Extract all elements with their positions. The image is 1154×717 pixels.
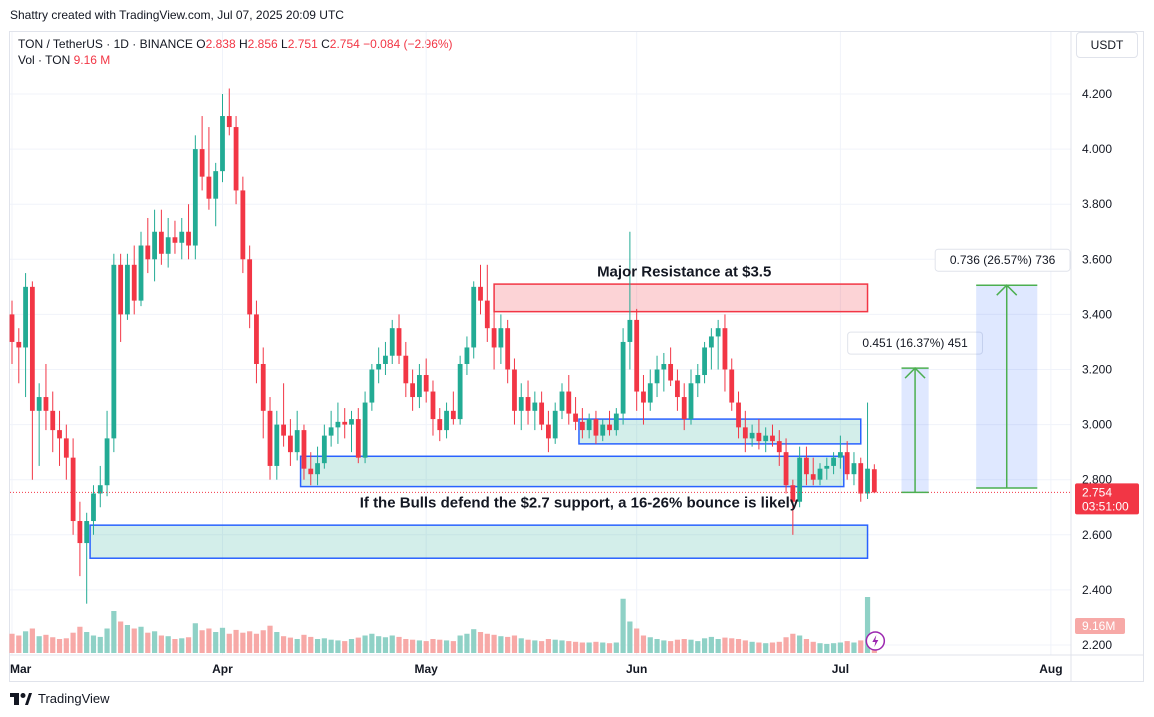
symbol-title[interactable]: TON / TetherUS · 1D · BINANCE [18, 37, 193, 51]
close-label: C [321, 37, 330, 51]
symbol-legend: TON / TetherUS · 1D · BINANCE O2.838 H2.… [18, 36, 453, 68]
high-value: 2.856 [247, 37, 278, 51]
currency-button[interactable]: USDT [1076, 32, 1138, 58]
volume-label[interactable]: Vol · TON [18, 53, 71, 67]
chart-caption: Shattry created with TradingView.com, Ju… [10, 8, 344, 22]
open-value: 2.838 [205, 37, 236, 51]
chart-panel [9, 31, 1144, 682]
tradingview-footer[interactable]: TradingView [10, 691, 110, 706]
close-value: 2.754 [329, 37, 360, 51]
low-label: L [281, 37, 288, 51]
high-label: H [239, 37, 248, 51]
volume-row: Vol · TON 9.16 M [18, 52, 453, 68]
open-label: O [196, 37, 206, 51]
tradingview-brand: TradingView [38, 691, 110, 706]
tradingview-logo-icon [10, 692, 32, 705]
volume-value: 9.16 M [73, 53, 111, 67]
ohlc-row: TON / TetherUS · 1D · BINANCE O2.838 H2.… [18, 36, 453, 52]
change-value: −0.084 (−2.96%) [363, 37, 453, 51]
low-value: 2.751 [287, 37, 318, 51]
